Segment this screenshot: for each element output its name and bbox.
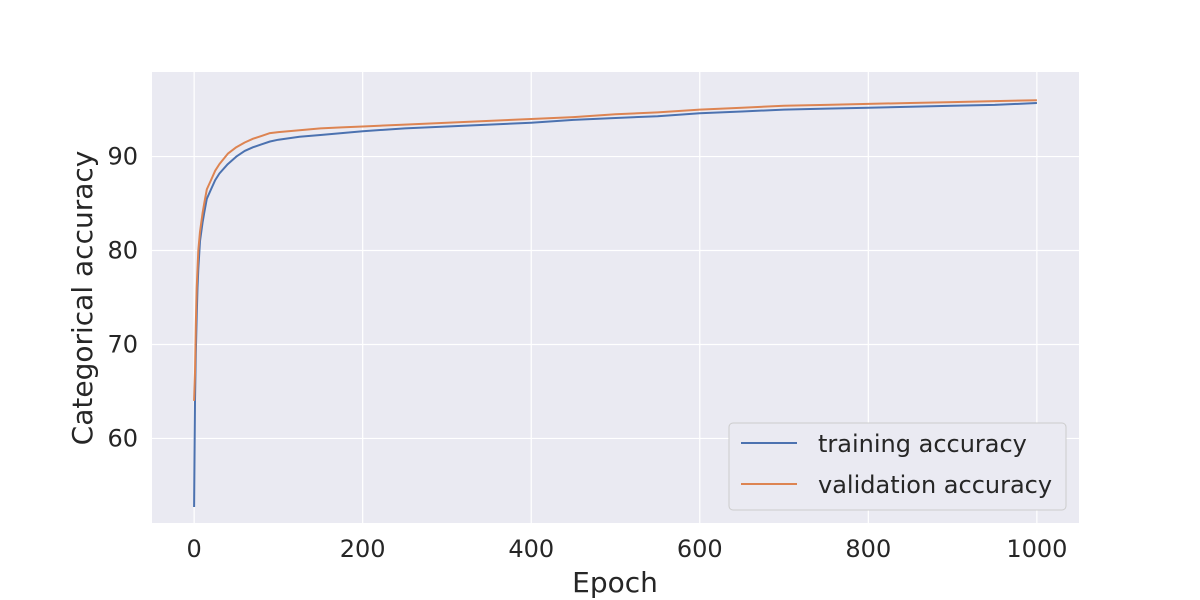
series-lines [193, 99, 1037, 508]
x-tick-label: 1000 [1006, 535, 1067, 563]
legend: training accuracy validation accuracy [728, 422, 1067, 511]
y-tick-label: 60 [107, 424, 138, 452]
legend-label-training: training accuracy [818, 430, 1027, 458]
legend-box [728, 422, 1067, 511]
y-tick-label: 70 [107, 330, 138, 358]
x-tick-label: 600 [677, 535, 723, 563]
x-tick-label: 400 [508, 535, 554, 563]
tick-labels: 0 200 400 600 800 1000 60 70 80 90 [107, 143, 1067, 563]
y-tick-label: 80 [107, 237, 138, 265]
series-line-training [193, 102, 1037, 508]
x-tick-label: 200 [340, 535, 386, 563]
x-tick-label: 800 [845, 535, 891, 563]
y-axis-label: Categorical accuracy [66, 151, 99, 446]
x-tick-label: 0 [186, 535, 201, 563]
x-axis-label: Epoch [572, 566, 658, 599]
y-tick-label: 90 [107, 143, 138, 171]
series-line-validation [193, 99, 1037, 401]
legend-label-validation: validation accuracy [818, 471, 1052, 499]
